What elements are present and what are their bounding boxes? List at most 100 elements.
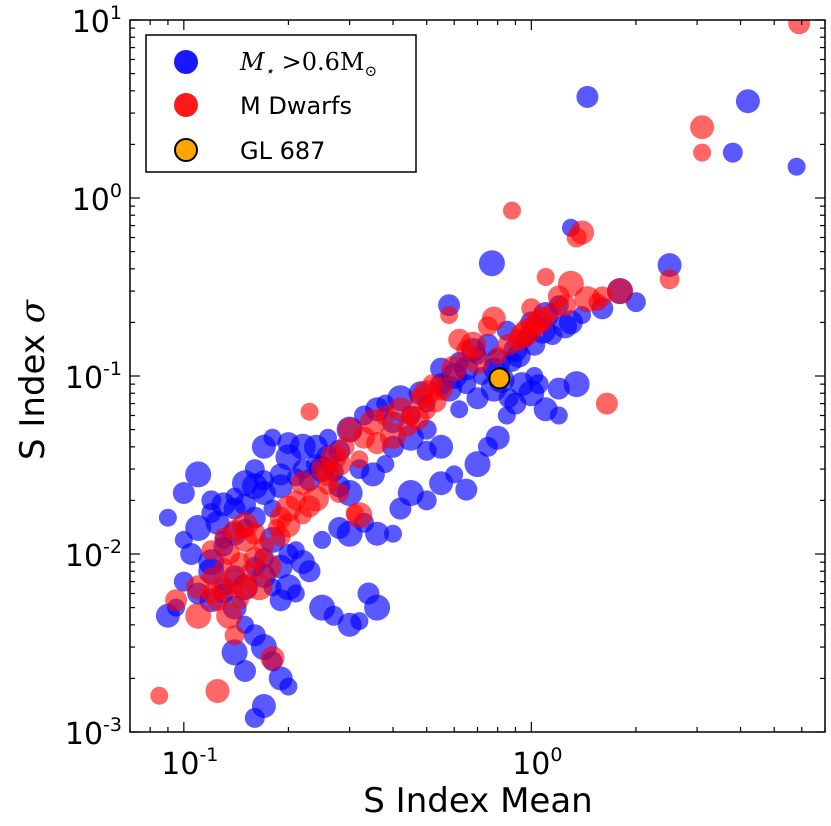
data-point-star: [549, 406, 568, 425]
x-tick-label-base: 10: [161, 747, 199, 782]
data-point-m-dwarf: [592, 286, 613, 307]
data-point-m-dwarf: [260, 646, 285, 671]
legend-marker-gl687: [174, 138, 198, 162]
data-point-m-dwarf: [503, 201, 521, 220]
data-point-m-dwarf: [595, 392, 618, 415]
data-point-star: [234, 493, 256, 516]
x-tick-label-base: 10: [512, 747, 550, 782]
data-point-star: [286, 541, 305, 560]
data-point-m-dwarf: [440, 306, 459, 324]
y-tick-label-exponent: 0: [110, 180, 122, 202]
x-tick-label-exponent: -1: [199, 744, 218, 766]
data-point-star: [172, 482, 195, 504]
data-point-star: [429, 434, 454, 459]
data-point-m-dwarf: [255, 553, 282, 580]
data-point-star: [450, 400, 469, 419]
y-tick-label-exponent: -3: [103, 714, 122, 736]
y-tick-label: 10-3: [65, 714, 122, 752]
data-point-star: [478, 250, 505, 277]
data-point-star: [485, 425, 510, 450]
data-point-m-dwarf: [300, 402, 319, 421]
data-point-m-dwarf: [570, 220, 595, 245]
data-point-star: [455, 478, 478, 501]
data-point-star: [563, 371, 590, 398]
data-point-m-dwarf: [346, 502, 373, 529]
data-point-star: [185, 461, 212, 488]
data-point-m-dwarf: [232, 512, 258, 539]
legend-label-gl687: GL 687: [240, 137, 325, 165]
data-point-m-dwarf: [185, 602, 212, 629]
y-tick-label-base: 10: [72, 5, 110, 40]
data-point-m-dwarf: [441, 355, 468, 382]
y-tick-label: 101: [72, 2, 122, 40]
legend-label-stars: M⋆ >0.6M⊙: [239, 48, 377, 80]
data-point-m-dwarf: [690, 115, 715, 140]
data-point-m-dwarf: [350, 450, 369, 469]
data-point-star: [376, 455, 395, 474]
axis-ticks: [129, 19, 826, 733]
y-axis-label-text: S Index: [13, 323, 53, 460]
data-point-m-dwarf: [233, 575, 257, 600]
data-point-m-dwarf: [150, 686, 169, 705]
data-point-m-dwarf: [693, 143, 712, 162]
data-point-m-dwarf: [536, 268, 555, 286]
legend-marker-stars: [174, 50, 198, 74]
data-point-m-dwarf: [788, 20, 811, 35]
data-point-star: [364, 594, 391, 621]
data-point-star: [234, 660, 256, 682]
data-point-gl687: [488, 367, 511, 390]
data-point-star: [279, 677, 298, 696]
data-point-m-dwarf: [327, 452, 352, 477]
data-point-star: [553, 314, 577, 339]
data-point-star: [180, 543, 203, 565]
data-point-m-dwarf: [465, 349, 490, 374]
data-point-m-dwarf: [318, 474, 338, 495]
y-tick-label-base: 10: [72, 183, 110, 218]
data-point-m-dwarf: [276, 513, 301, 538]
data-point-m-dwarf: [659, 269, 680, 290]
data-point-m-dwarf: [216, 602, 243, 629]
data-point-m-dwarf: [481, 306, 506, 331]
legend-marker-m-dwarfs: [174, 93, 198, 117]
data-point-star: [365, 521, 390, 546]
x-tick-label-exponent: 0: [550, 744, 562, 766]
data-point-m-dwarf: [201, 540, 222, 561]
data-point-star: [263, 428, 282, 447]
data-point-m-dwarf: [497, 333, 520, 356]
data-point-star: [576, 85, 599, 108]
y-tick-label-exponent: -1: [103, 358, 122, 380]
y-axis-label-symbol: σ: [13, 299, 53, 323]
data-point-star: [445, 465, 464, 484]
data-point-star: [275, 574, 302, 601]
data-point-m-dwarf: [607, 278, 633, 305]
data-point-star: [525, 367, 544, 385]
data-point-star: [185, 515, 212, 541]
data-point-star: [289, 433, 316, 460]
legend-label-stars-m: M: [239, 48, 266, 76]
y-tick-label-exponent: 1: [110, 2, 122, 24]
x-tick-labels: 10-1 100: [161, 744, 562, 782]
data-point-m-dwarf: [554, 294, 576, 317]
legend-label-stars-rel: >0.6M: [274, 48, 364, 76]
data-point-star: [384, 524, 402, 543]
data-point-star: [722, 142, 743, 163]
data-point-m-dwarf: [165, 589, 188, 612]
data-point-m-dwarf: [224, 625, 245, 646]
data-point-star: [221, 639, 248, 666]
y-tick-label-base: 10: [65, 361, 103, 396]
legend-label-m-dwarfs: M Dwarfs: [240, 92, 352, 120]
y-tick-label: 10-1: [65, 358, 122, 396]
data-point-star: [735, 89, 760, 114]
y-tick-label: 100: [72, 180, 122, 218]
y-tick-label-exponent: -2: [103, 536, 122, 558]
data-point-star: [251, 694, 276, 718]
data-point-m-dwarf: [334, 436, 355, 457]
y-axis-label: S Index σ: [13, 299, 53, 460]
legend-label-stars-sun: ⊙: [364, 62, 377, 80]
data-point-m-dwarf: [557, 270, 584, 297]
y-tick-label-base: 10: [65, 717, 103, 752]
data-points-layer: [150, 20, 811, 728]
data-point-star: [158, 508, 177, 527]
